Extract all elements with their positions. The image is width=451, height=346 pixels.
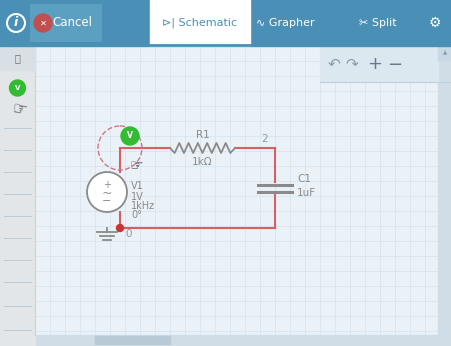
Text: 1: 1 [120, 134, 127, 144]
Text: ☞: ☞ [10, 100, 28, 120]
Bar [437, 46, 451, 346]
Text: ⚙: ⚙ [428, 16, 440, 30]
Bar [150, 0, 249, 46]
Text: +: + [103, 180, 111, 190]
Bar [0, 335, 451, 346]
Text: R1: R1 [195, 130, 209, 140]
Text: ∿ Grapher: ∿ Grapher [255, 18, 313, 28]
Text: ↶: ↶ [327, 56, 340, 72]
Text: V1: V1 [131, 181, 143, 191]
Text: ☞: ☞ [129, 158, 143, 173]
Text: i: i [14, 17, 18, 29]
Text: 0: 0 [125, 229, 132, 239]
Text: ↷: ↷ [345, 56, 358, 72]
Bar [0, 46, 35, 70]
Text: ▲: ▲ [442, 51, 446, 55]
Bar [0, 0, 451, 46]
Text: V: V [127, 131, 133, 140]
Text: 1kHz: 1kHz [131, 201, 155, 211]
Circle shape [34, 14, 52, 32]
Text: −: − [102, 196, 111, 206]
Text: 1kΩ: 1kΩ [192, 157, 212, 167]
Text: ~: ~ [101, 186, 112, 200]
Bar [319, 46, 437, 82]
Text: +: + [367, 55, 382, 73]
Text: −: − [387, 56, 402, 74]
Text: V: V [15, 85, 20, 91]
Text: C1: C1 [296, 174, 310, 184]
Text: Cancel: Cancel [52, 17, 92, 29]
Bar [95, 336, 170, 344]
Bar [30, 4, 102, 42]
Text: 🔍: 🔍 [14, 53, 20, 63]
Bar [0, 46, 35, 346]
Bar [437, 46, 451, 60]
Text: 1V: 1V [131, 192, 143, 202]
Circle shape [116, 225, 123, 231]
Text: 2: 2 [261, 134, 268, 144]
Circle shape [87, 172, 127, 212]
Bar [35, 46, 451, 346]
Circle shape [9, 80, 25, 96]
Circle shape [121, 127, 139, 145]
Text: ⊳| Schematic: ⊳| Schematic [162, 18, 237, 28]
Text: ✂ Split: ✂ Split [359, 18, 396, 28]
Text: 0°: 0° [131, 210, 142, 220]
Text: 1uF: 1uF [296, 188, 315, 198]
Text: ✕: ✕ [39, 19, 46, 28]
